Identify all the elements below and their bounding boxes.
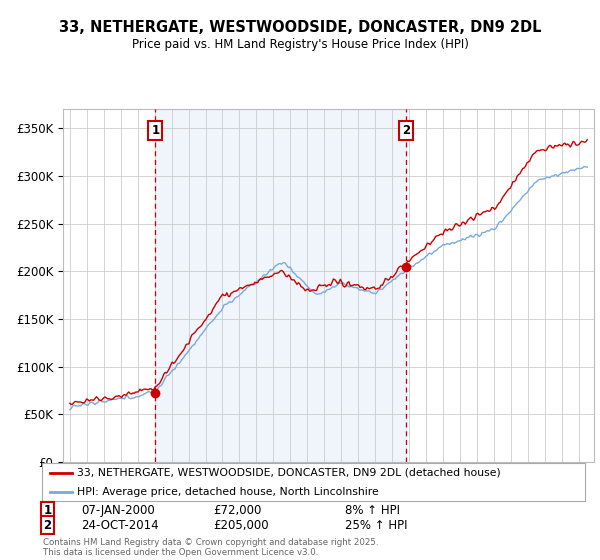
Text: 2: 2: [401, 124, 410, 137]
Text: Contains HM Land Registry data © Crown copyright and database right 2025.
This d: Contains HM Land Registry data © Crown c…: [43, 538, 379, 557]
Text: £205,000: £205,000: [213, 519, 269, 532]
Text: 1: 1: [43, 504, 52, 517]
Bar: [155, 109, 406, 462]
Text: Price paid vs. HM Land Registry's House Price Index (HPI): Price paid vs. HM Land Registry's House …: [131, 38, 469, 50]
Text: 8% ↑ HPI: 8% ↑ HPI: [345, 504, 400, 517]
Text: HPI: Average price, detached house, North Lincolnshire: HPI: Average price, detached house, Nort…: [77, 487, 379, 497]
Text: 1: 1: [151, 124, 160, 137]
Text: 2: 2: [43, 519, 52, 532]
Text: 33, NETHERGATE, WESTWOODSIDE, DONCASTER, DN9 2DL: 33, NETHERGATE, WESTWOODSIDE, DONCASTER,…: [59, 20, 541, 35]
Text: 24-OCT-2014: 24-OCT-2014: [81, 519, 158, 532]
Text: £72,000: £72,000: [213, 504, 262, 517]
Text: 25% ↑ HPI: 25% ↑ HPI: [345, 519, 407, 532]
Text: 33, NETHERGATE, WESTWOODSIDE, DONCASTER, DN9 2DL (detached house): 33, NETHERGATE, WESTWOODSIDE, DONCASTER,…: [77, 468, 501, 478]
Text: 07-JAN-2000: 07-JAN-2000: [81, 504, 155, 517]
